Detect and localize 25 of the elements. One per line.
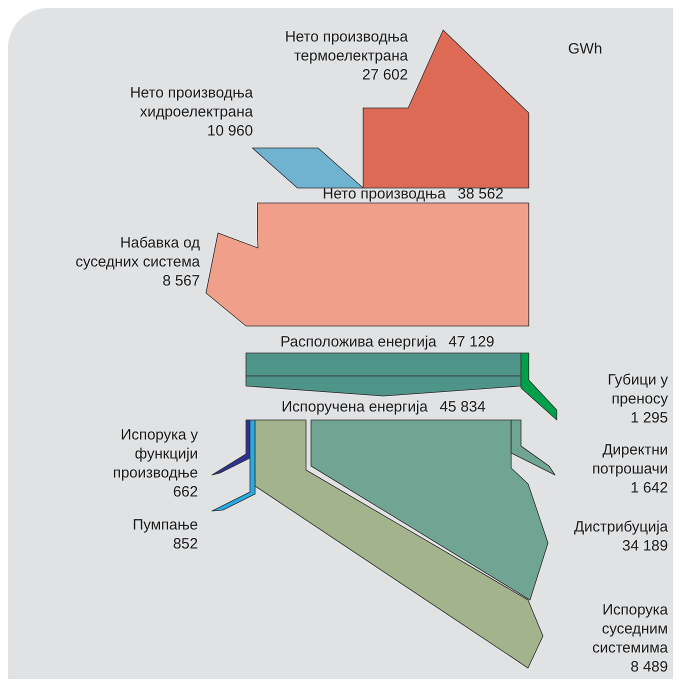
data-label: 662	[172, 484, 198, 501]
data-label: 34 189	[622, 538, 668, 555]
category-label: Испорука у функцији производње	[112, 426, 198, 482]
data-label: 45 834	[440, 398, 486, 416]
category-label: Расположива енергија	[280, 334, 438, 351]
category-label: Нето производња	[322, 186, 446, 203]
data-label: 852	[172, 536, 198, 553]
category-label: Нето производња термоелектрана	[284, 28, 409, 65]
category-label: Испоручена енергија	[281, 398, 428, 416]
text: GWh	[568, 40, 602, 58]
data-label: 38 562	[458, 186, 504, 203]
category-label: Набавка од суседних система	[75, 234, 201, 271]
data-label: 10 960	[207, 122, 253, 140]
category-label: Дистрибуција	[574, 518, 669, 536]
category-label: Директни потрошачи	[592, 442, 668, 478]
category-label: Испорука суседним системима	[592, 602, 669, 657]
data-label: 1 295	[630, 410, 668, 427]
category-label: Пумпање	[132, 516, 198, 534]
data-label: 8 489	[630, 658, 668, 676]
category-label: Губици у преносу	[608, 372, 668, 408]
data-label: 47 129	[448, 334, 494, 351]
data-label: 27 602	[362, 66, 408, 84]
category-label: Нето производња хидроелектрана	[130, 84, 254, 121]
data-label: 1 642	[630, 480, 668, 497]
data-label: 8 567	[162, 272, 200, 290]
